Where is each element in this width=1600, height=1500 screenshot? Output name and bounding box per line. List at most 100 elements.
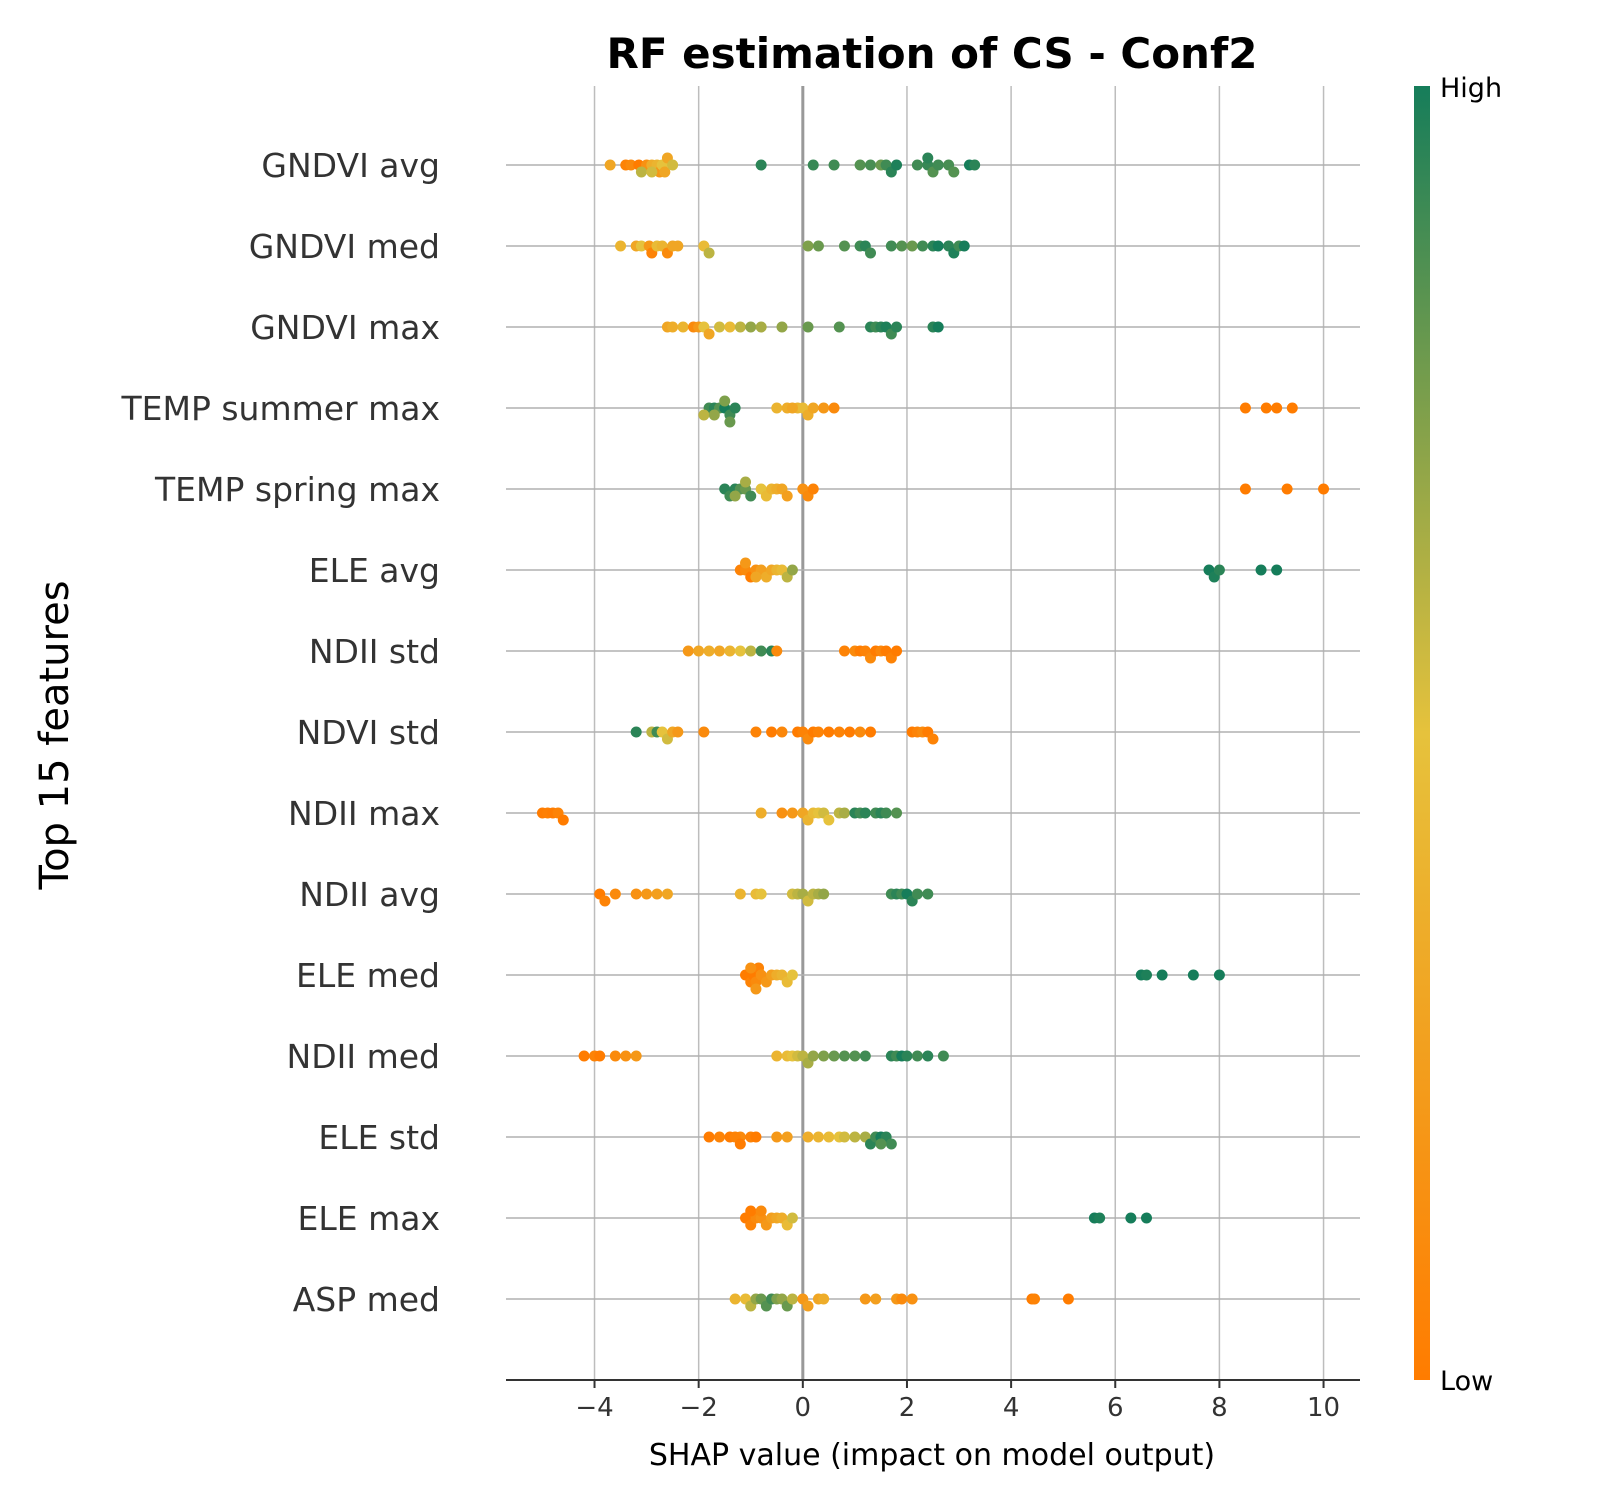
shap-point [672,726,684,738]
shap-point [880,807,892,819]
feature-label: ASP med [293,1280,440,1319]
shap-point [1239,483,1251,495]
shap-point [859,1050,871,1062]
shap-point [661,888,673,900]
feature-label: NDVI std [297,713,440,752]
feature-label: GNDVI med [249,227,440,266]
shap-point [838,240,850,252]
shap-point [677,321,689,333]
shap-point [693,645,705,657]
shap-point [807,1050,819,1062]
shap-point [1286,402,1298,414]
shap-point [833,726,845,738]
shap-point [1271,402,1283,414]
shap-point [828,1050,840,1062]
shap-point [838,1050,850,1062]
shap-point [714,321,725,333]
shap-point [1213,969,1225,981]
shap-point [891,807,903,819]
shap-point [875,1138,887,1150]
shap-point [828,159,840,171]
shap-point [838,807,850,819]
shap-point [698,409,710,421]
shap-point [734,1138,746,1150]
shap-point [734,645,746,657]
shap-point [1062,1293,1074,1305]
shap-point [818,1050,830,1062]
feature-label: NDII med [287,1037,440,1076]
shap-point [609,1050,621,1062]
shap-point [1125,1212,1137,1224]
y-axis-label: Top 15 features [32,580,78,890]
shap-point [745,962,757,974]
x-tick-label: 8 [1211,1393,1228,1423]
shap-point [615,240,627,252]
shap-point [854,159,866,171]
shap-point [844,726,856,738]
x-tick-label: 6 [1107,1393,1124,1423]
shap-point [755,645,767,657]
shap-point [922,1050,934,1062]
shap-point [911,159,923,171]
shap-point [786,402,798,414]
shap-point [823,814,835,826]
shap-point [896,240,908,252]
shap-point [911,888,923,900]
shap-point [786,1212,798,1224]
shap-point [1141,1212,1152,1224]
colorbar-low-label: Low [1440,1366,1493,1397]
shap-point [906,1293,918,1305]
shap-point [932,240,944,252]
shap-point [828,402,840,414]
shap-point [838,645,850,657]
shap-point [729,490,741,502]
shap-point [620,1050,632,1062]
shap-point [891,645,903,657]
shap-point [833,321,845,333]
feature-label: ELE std [318,1118,440,1157]
shap-point [1318,483,1330,495]
shap-point [849,1050,861,1062]
shap-point [755,1205,767,1217]
shap-point [823,1131,835,1143]
shap-point [891,159,903,171]
shap-point [781,1131,793,1143]
shap-point [672,240,684,252]
x-tick-label: −4 [575,1393,613,1423]
shap-point [771,1131,783,1143]
shap-point [969,159,981,171]
shap-point [740,476,752,488]
shap-point [729,1293,741,1305]
shap-point [932,321,944,333]
shap-point [651,888,663,900]
shap-point [1271,564,1283,576]
shap-point [1239,402,1251,414]
shap-point [609,888,621,900]
shap-point [630,888,642,900]
shap-point [1187,969,1199,981]
shap-point [755,807,767,819]
shap-point [1094,1212,1106,1224]
shap-point [870,1293,882,1305]
shap-point [786,807,798,819]
colorbar-gradient [1414,86,1430,1380]
shap-point [781,490,793,502]
shap-point [818,1293,830,1305]
shap-point [708,409,720,421]
shap-point [865,726,877,738]
shap-point [891,321,903,333]
shap-point [838,1131,850,1143]
shap-point [604,159,616,171]
shap-point [557,814,569,826]
shap-point [714,645,725,657]
shap-point [807,159,819,171]
shap-point [750,983,762,995]
shap-point [766,726,778,738]
shap-point [906,240,918,252]
shap-point [917,240,929,252]
shap-point [802,1300,814,1312]
feature-label: GNDVI avg [261,146,440,185]
shap-points [536,152,1330,1312]
shap-point [1141,969,1152,981]
colorbar-high-label: High [1440,73,1502,104]
